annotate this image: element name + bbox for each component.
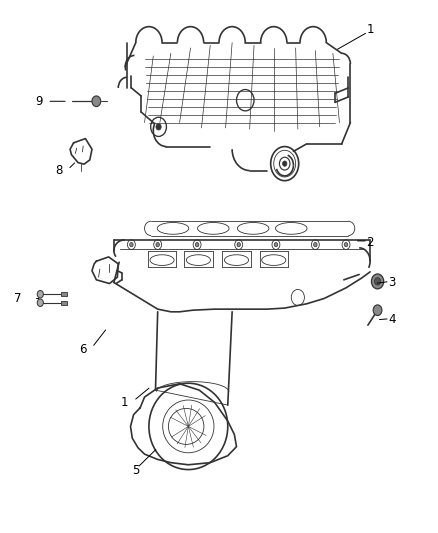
Text: 1: 1 xyxy=(366,23,374,36)
Circle shape xyxy=(373,305,382,316)
Circle shape xyxy=(130,243,133,247)
Text: 1: 1 xyxy=(121,396,129,409)
Circle shape xyxy=(374,278,381,285)
Text: 4: 4 xyxy=(388,313,396,326)
Text: 7: 7 xyxy=(14,292,21,305)
Circle shape xyxy=(274,243,278,247)
Circle shape xyxy=(237,243,240,247)
Text: 3: 3 xyxy=(389,276,396,289)
Circle shape xyxy=(371,274,384,289)
Circle shape xyxy=(314,243,317,247)
Circle shape xyxy=(283,161,287,166)
Text: 5: 5 xyxy=(132,464,139,477)
Bar xyxy=(61,292,67,296)
Circle shape xyxy=(344,243,348,247)
Circle shape xyxy=(195,243,199,247)
Text: 9: 9 xyxy=(35,95,42,108)
Circle shape xyxy=(37,290,43,298)
Circle shape xyxy=(156,243,159,247)
Circle shape xyxy=(37,299,43,306)
Bar xyxy=(61,301,67,305)
Text: 6: 6 xyxy=(79,343,87,356)
Circle shape xyxy=(92,96,101,107)
Circle shape xyxy=(156,124,161,130)
Text: 2: 2 xyxy=(366,236,374,249)
Text: 8: 8 xyxy=(56,164,63,177)
